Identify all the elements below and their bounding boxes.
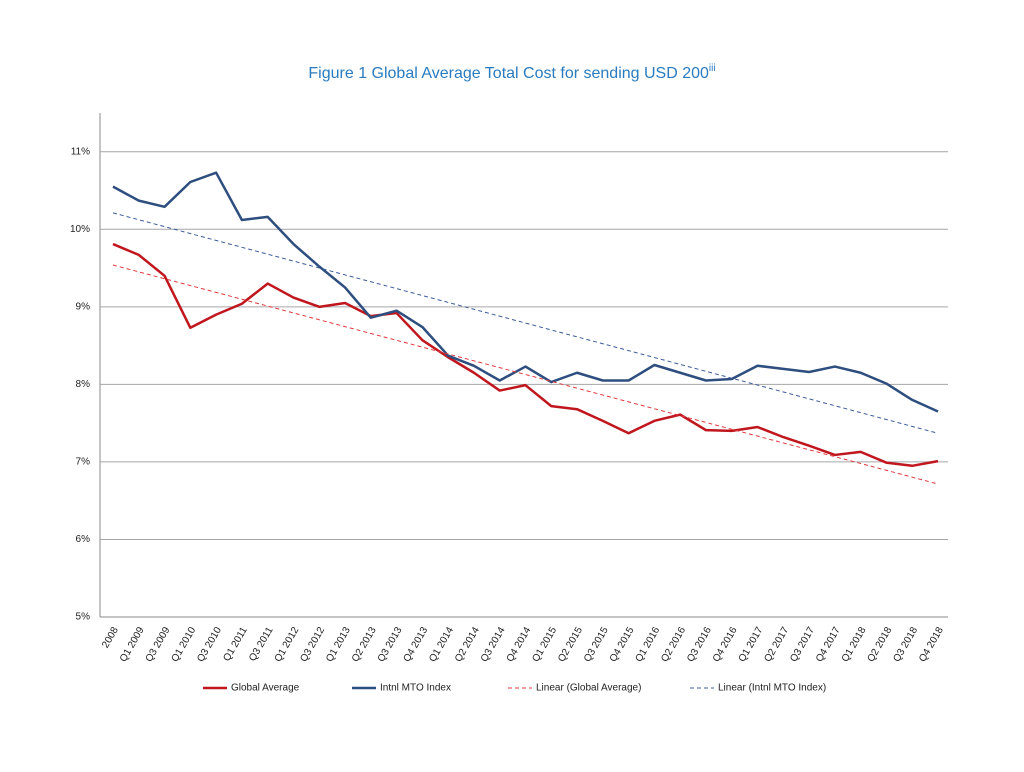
x-tick-label: Q3 2014 (479, 625, 508, 664)
x-tick-label: Q4 2013 (402, 625, 431, 664)
x-tick-label: Q1 2016 (634, 625, 663, 664)
x-tick-label: Q3 2018 (891, 625, 920, 664)
y-tick-label: 11% (71, 146, 90, 157)
x-tick-label: Q3 2011 (247, 625, 276, 663)
legend-label: Global Average (231, 683, 300, 694)
x-tick-label: Q3 2012 (298, 625, 327, 664)
y-tick-label: 9% (76, 301, 91, 312)
x-tick-label: Q2 2018 (866, 625, 895, 664)
chart-title: Figure 1 Global Average Total Cost for s… (308, 63, 715, 83)
y-tick-label: 6% (76, 534, 91, 545)
legend-label: Intnl MTO Index (380, 683, 451, 694)
y-tick-label: 10% (70, 224, 90, 235)
x-tick-label: Q3 2017 (788, 625, 817, 664)
x-tick-label: Q4 2015 (608, 625, 637, 664)
x-tick-label: Q4 2018 (917, 625, 946, 664)
x-tick-label: Q1 2018 (840, 625, 869, 664)
x-tick-label: Q3 2009 (144, 625, 173, 664)
x-tick-label: Q3 2015 (582, 625, 611, 664)
x-tick-label: Q3 2016 (685, 625, 714, 664)
y-tick-label: 8% (76, 379, 91, 390)
x-tick-label: Q4 2014 (505, 625, 534, 664)
x-tick-label: Q2 2017 (762, 625, 791, 664)
trend-line (112, 264, 939, 485)
legend-label: Linear (Intnl MTO Index) (718, 683, 826, 694)
x-tick-label: Q2 2013 (350, 625, 379, 664)
legend-label: Linear (Global Average) (536, 683, 641, 694)
x-tick-label: Q3 2013 (376, 625, 405, 664)
x-tick-label: Q2 2015 (556, 625, 585, 664)
x-tick-label: Q1 2012 (273, 625, 302, 664)
series-line (112, 171, 939, 413)
x-tick-label: Q1 2013 (324, 625, 353, 664)
trend-line (112, 212, 939, 434)
series-line (112, 242, 939, 468)
y-tick-label: 7% (76, 457, 91, 468)
x-tick-label: Q4 2017 (814, 625, 843, 664)
x-tick-label: Q2 2014 (453, 625, 482, 664)
x-tick-label: Q4 2016 (711, 625, 740, 664)
title-superscript: iii (709, 63, 716, 74)
y-tick-label: 5% (76, 612, 91, 623)
x-tick-label: Q1 2015 (530, 625, 559, 664)
x-tick-label: Q1 2009 (118, 625, 147, 664)
x-tick-label: 2008 (100, 625, 121, 650)
x-tick-label: Q1 2014 (427, 625, 456, 664)
x-tick-label: Q1 2011 (221, 625, 250, 663)
x-tick-label: Q1 2017 (737, 625, 766, 664)
title-text: Figure 1 Global Average Total Cost for s… (308, 65, 709, 82)
x-tick-label: Q1 2010 (170, 625, 199, 664)
x-tick-label: Q2 2016 (659, 625, 688, 664)
x-tick-label: Q3 2010 (195, 625, 224, 664)
